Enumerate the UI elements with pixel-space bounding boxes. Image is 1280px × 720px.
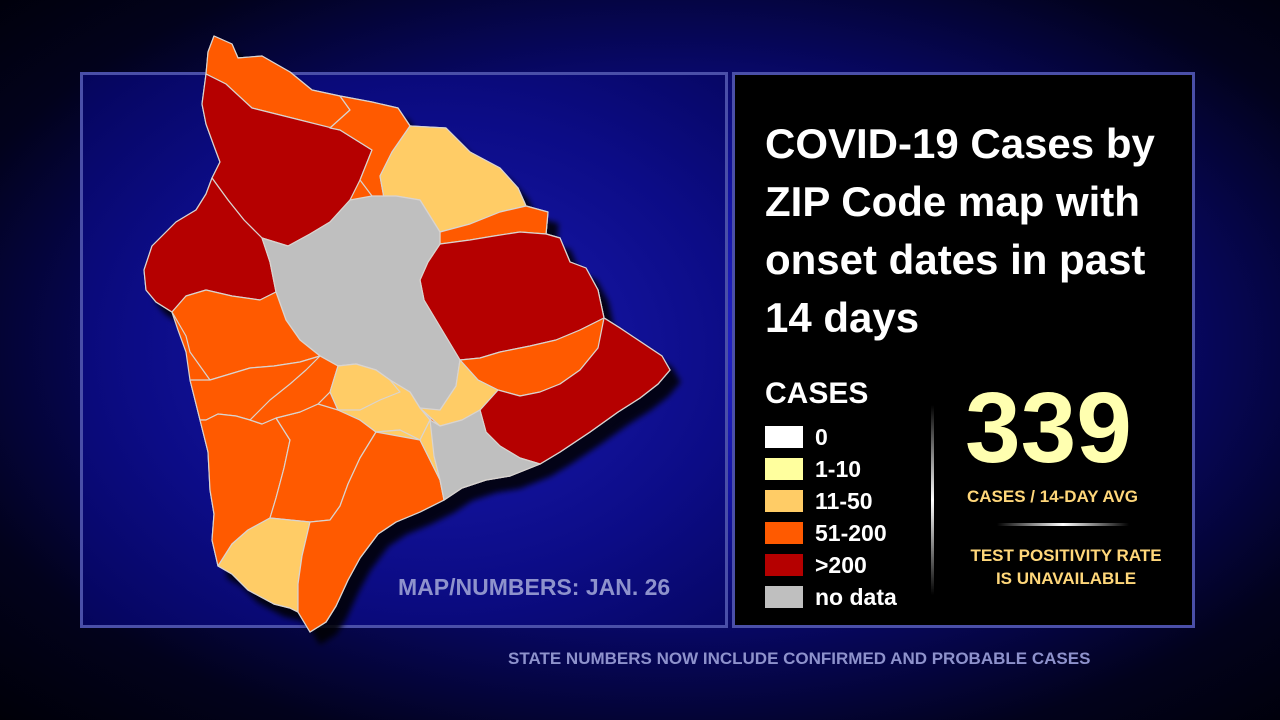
map-date-label: MAP/NUMBERS: JAN. 26 bbox=[398, 574, 671, 600]
horizontal-divider bbox=[997, 523, 1129, 526]
legend-item-3: 51-200 bbox=[765, 519, 887, 547]
positivity-line-2: IS UNAVAILABLE bbox=[995, 569, 1137, 588]
legend-item-5: no data bbox=[765, 583, 897, 611]
legend-label: 0 bbox=[815, 423, 828, 450]
positivity-line-1: TEST POSITIVITY RATE bbox=[970, 546, 1162, 565]
legend-swatch bbox=[765, 586, 803, 608]
legend-swatch bbox=[765, 458, 803, 480]
legend-item-4: >200 bbox=[765, 551, 867, 579]
legend-item-2: 11-50 bbox=[765, 487, 873, 515]
legend-label: 1-10 bbox=[815, 455, 862, 482]
case-count: 339 bbox=[965, 372, 1132, 484]
legend-label: >200 bbox=[815, 551, 867, 578]
vertical-divider bbox=[931, 405, 934, 595]
legend-swatch bbox=[765, 426, 803, 448]
region-pahala bbox=[429, 409, 541, 501]
info-panel: COVID-19 Cases by ZIP Code map with onse… bbox=[732, 72, 1195, 628]
legend-title: CASES bbox=[765, 377, 869, 410]
legend-label: 11-50 bbox=[815, 487, 873, 514]
legend-item-0: 0 bbox=[765, 423, 828, 451]
footer-note: STATE NUMBERS NOW INCLUDE CONFIRMED AND … bbox=[508, 649, 1091, 668]
legend-label: no data bbox=[815, 583, 897, 610]
region-kona-plateau bbox=[329, 363, 401, 411]
legend-item-1: 1-10 bbox=[765, 455, 861, 483]
positivity-note: TEST POSITIVITY RATE IS UNAVAILABLE bbox=[953, 544, 1179, 590]
map-title: COVID-19 Cases by ZIP Code map with onse… bbox=[765, 120, 1155, 341]
legend-swatch bbox=[765, 554, 803, 576]
legend-swatch bbox=[765, 490, 803, 512]
region-kau-central bbox=[297, 429, 445, 633]
legend-swatch bbox=[765, 522, 803, 544]
case-count-label: CASES / 14-DAY AVG bbox=[967, 487, 1139, 506]
legend-label: 51-200 bbox=[815, 519, 887, 546]
